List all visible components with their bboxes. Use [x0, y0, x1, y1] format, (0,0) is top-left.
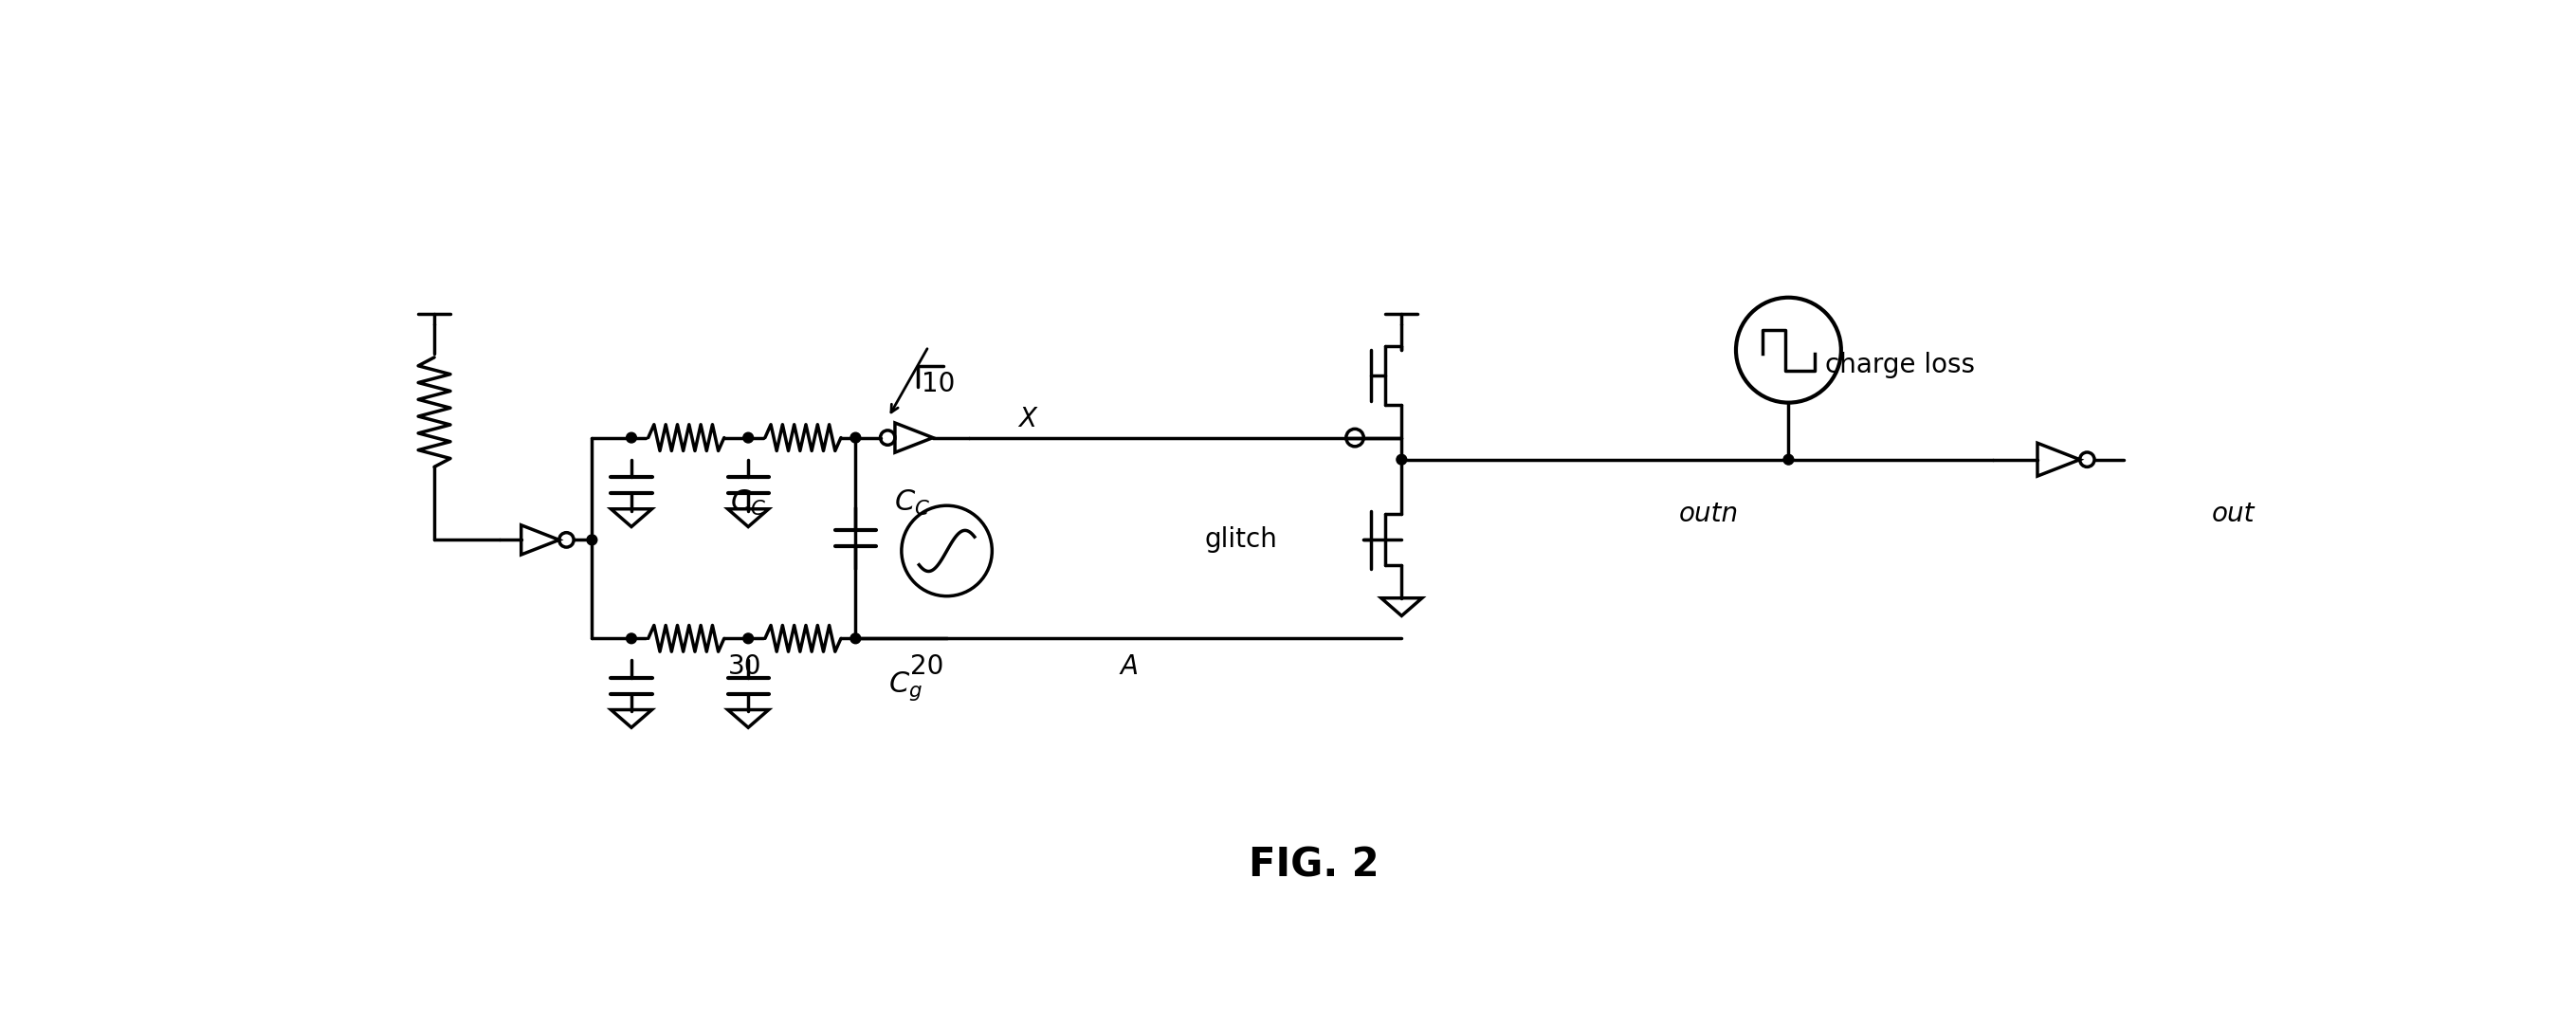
Circle shape: [1396, 454, 1406, 464]
Text: 10: 10: [922, 371, 956, 398]
Text: out: out: [2213, 501, 2254, 528]
Text: A: A: [1121, 653, 1139, 680]
Circle shape: [850, 433, 860, 443]
Text: $C_C$: $C_C$: [729, 489, 765, 518]
Circle shape: [587, 535, 598, 545]
Text: charge loss: charge loss: [1824, 352, 1976, 378]
Circle shape: [742, 433, 752, 443]
Circle shape: [742, 633, 752, 644]
Circle shape: [626, 633, 636, 644]
Text: outn: outn: [1680, 501, 1739, 528]
Circle shape: [626, 433, 636, 443]
Text: FIG. 2: FIG. 2: [1249, 845, 1378, 885]
Text: X: X: [1018, 406, 1036, 433]
Circle shape: [850, 633, 860, 644]
Text: $C_g$: $C_g$: [889, 669, 922, 702]
Text: 20: 20: [909, 653, 943, 680]
Text: 30: 30: [729, 653, 762, 680]
Text: glitch: glitch: [1206, 527, 1278, 554]
Circle shape: [1783, 454, 1793, 464]
Text: $C_C$: $C_C$: [894, 489, 930, 518]
